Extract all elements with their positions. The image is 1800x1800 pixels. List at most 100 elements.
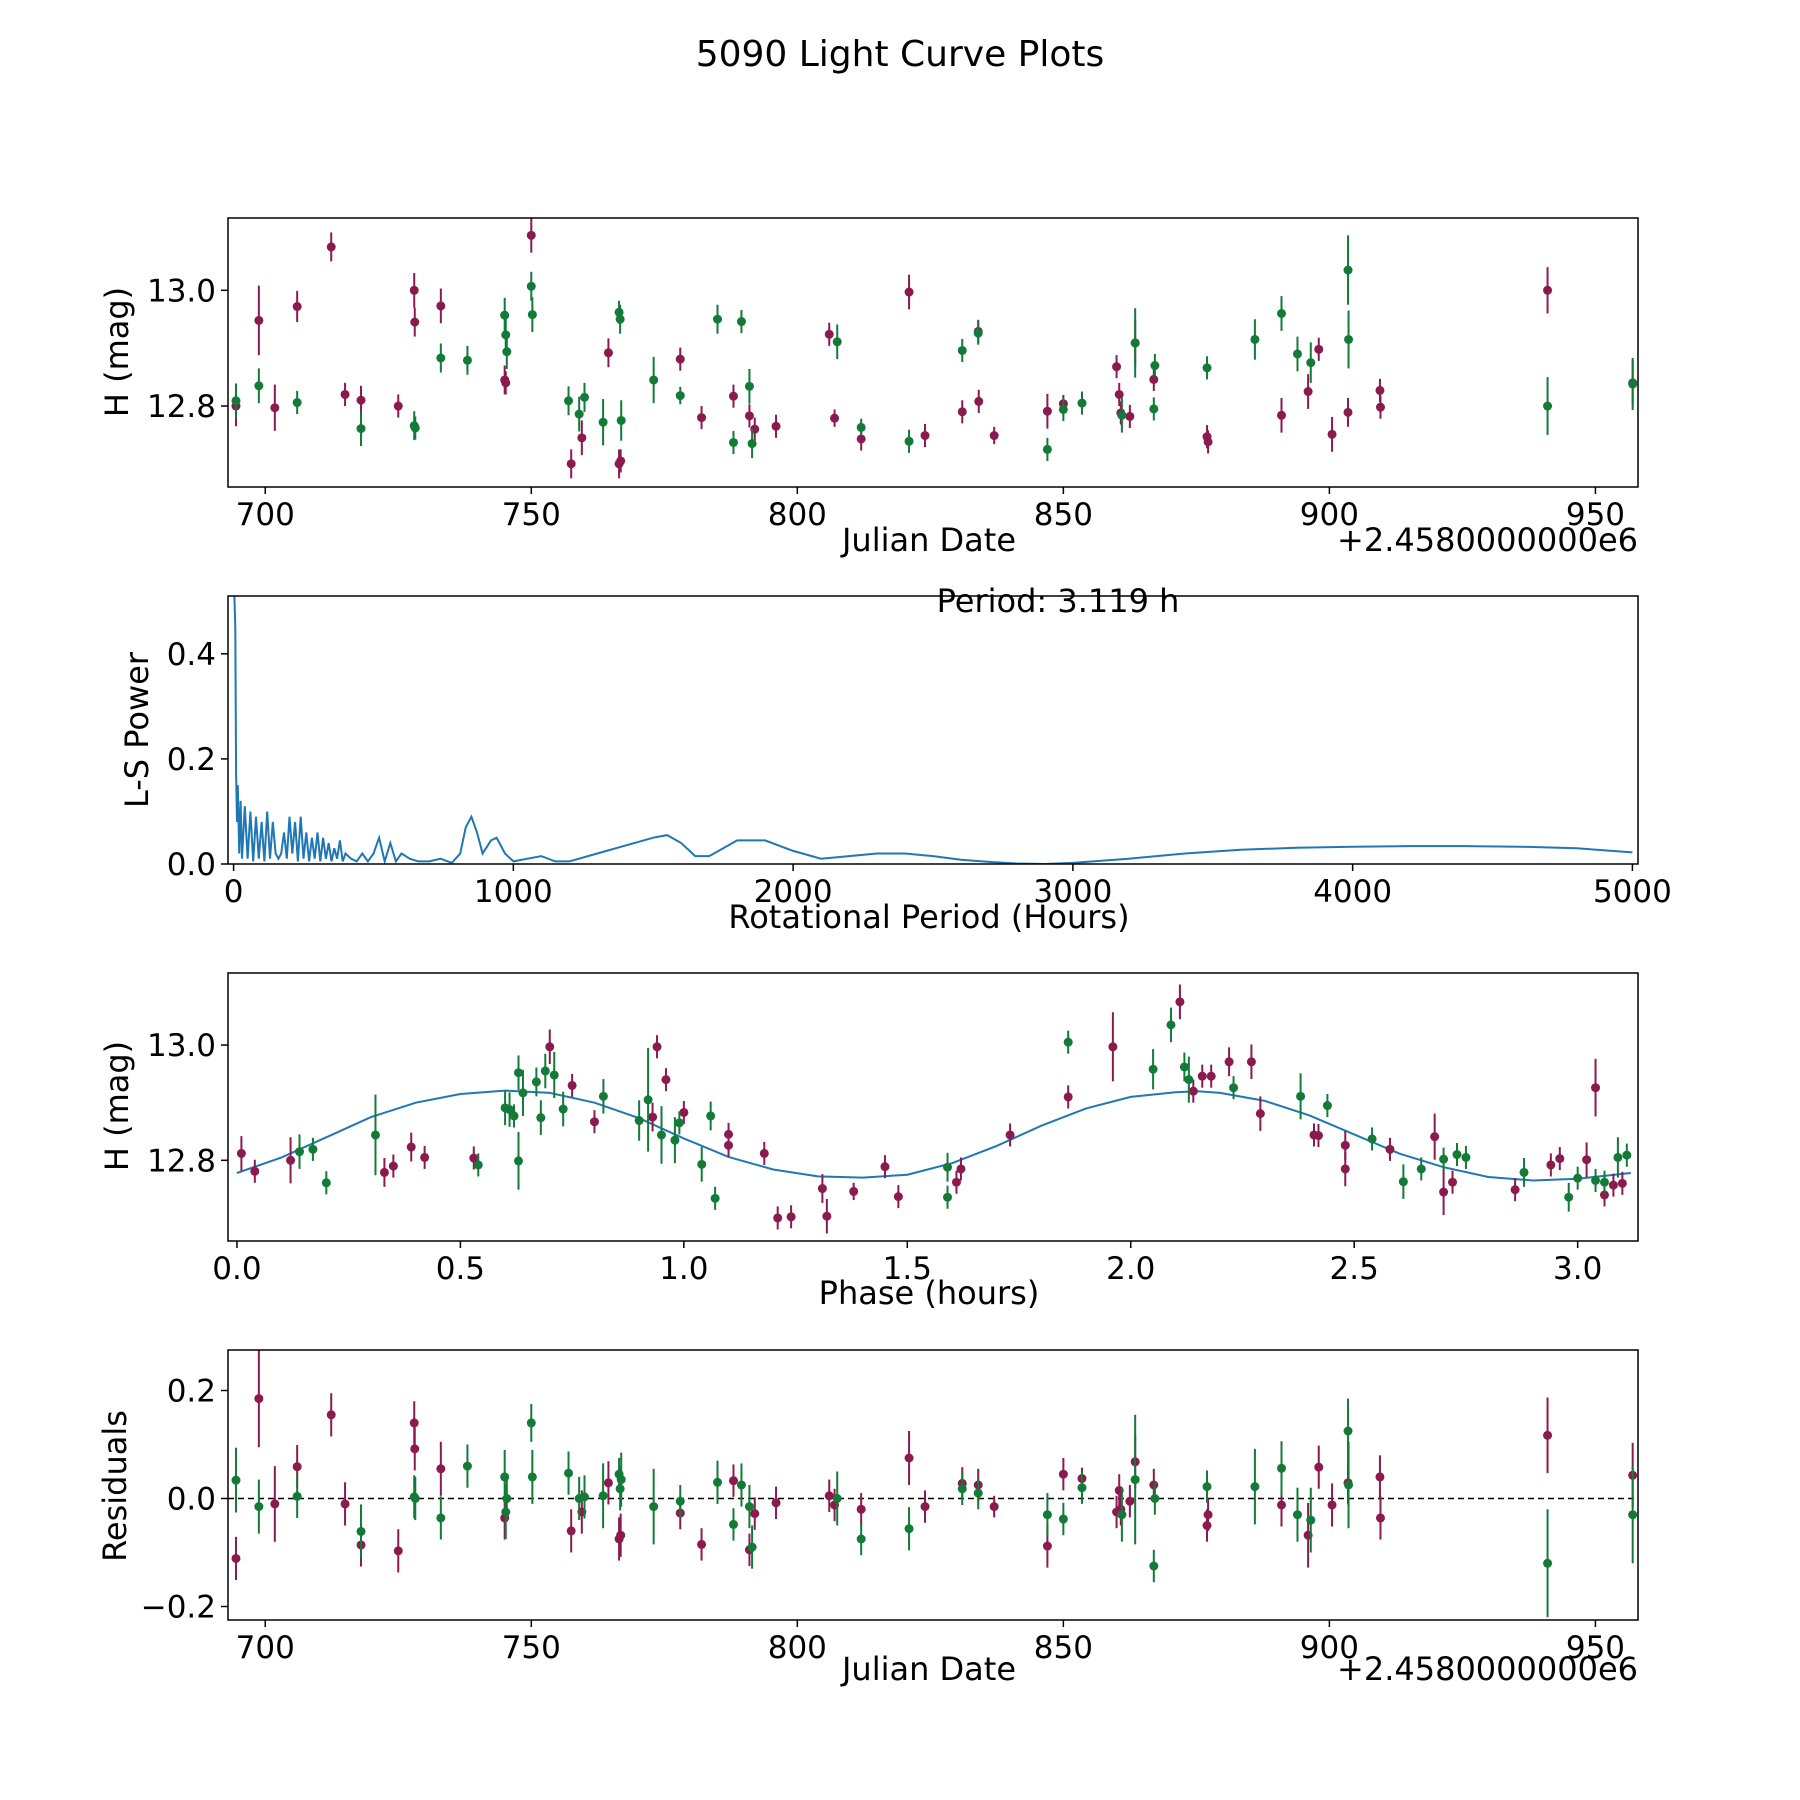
data-point (1343, 1426, 1353, 1436)
plot-area (228, 1350, 1638, 1618)
x-tick-label: 750 (502, 1630, 561, 1666)
data-point (502, 347, 512, 357)
x-tick-label: 1000 (474, 874, 553, 910)
data-point (786, 1212, 796, 1222)
plot-frame (227, 595, 1639, 865)
data-point (567, 1080, 577, 1090)
plot-area (233, 596, 1633, 864)
data-point (649, 375, 659, 385)
fit-curve (236, 1089, 1631, 1182)
data-point (1519, 1167, 1529, 1177)
x-tick-label: 1.5 (883, 1251, 932, 1287)
data-point (747, 1542, 757, 1552)
data-point (356, 395, 366, 405)
data-point (1149, 404, 1159, 414)
data-point (957, 407, 967, 417)
data-point (518, 1088, 528, 1098)
data-point (744, 411, 754, 421)
data-point (1117, 410, 1127, 420)
data-point (1150, 1494, 1160, 1503)
data-point (340, 1499, 350, 1509)
data-point (1344, 1480, 1354, 1490)
data-point (706, 1111, 716, 1121)
data-point (974, 396, 984, 406)
data-point (526, 1418, 536, 1428)
y-tick-label: 0.4 (167, 637, 216, 673)
data-point (1543, 285, 1553, 295)
x-tick-label: 950 (1566, 497, 1625, 533)
x-axis-label: Julian Date (840, 1650, 1016, 1688)
data-point (579, 392, 589, 402)
data-point (598, 1491, 608, 1501)
x-tick-label: 850 (1034, 497, 1093, 533)
data-point (880, 1162, 890, 1172)
data-point (710, 1193, 720, 1203)
data-point (577, 433, 587, 443)
data-point (713, 314, 723, 324)
x-axis-label: Julian Date (840, 521, 1016, 559)
data-point (1322, 1101, 1332, 1111)
plot-frame (227, 1349, 1639, 1621)
x-tick-label: 3000 (1033, 874, 1112, 910)
data-point (1250, 334, 1260, 344)
data-point (1042, 444, 1052, 454)
data-point (1292, 1510, 1302, 1520)
data-point (697, 1159, 707, 1169)
data-point (356, 424, 366, 434)
data-point (1343, 265, 1353, 275)
data-point (462, 355, 472, 365)
figure-title: 5090 Light Curve Plots (696, 34, 1105, 75)
data-point (773, 1213, 783, 1223)
y-tick-label: 0.0 (167, 1482, 216, 1518)
data-point (292, 302, 302, 312)
data-point (574, 409, 584, 419)
data-point (1125, 411, 1135, 421)
data-point (1042, 406, 1052, 416)
data-point (1175, 997, 1185, 1007)
data-point (1149, 1561, 1159, 1571)
data-point (1063, 1092, 1073, 1102)
data-point (527, 310, 537, 320)
data-point (566, 1526, 576, 1536)
data-point (1108, 1042, 1118, 1052)
data-point (436, 1513, 446, 1523)
data-point (1543, 1430, 1553, 1440)
data-point (728, 391, 738, 401)
data-point (500, 310, 510, 320)
data-point (500, 1472, 510, 1482)
x-tick-label: 3.0 (1553, 1251, 1602, 1287)
y-axis-label: Residuals (96, 1410, 134, 1562)
data-point (1340, 1164, 1350, 1174)
data-point (410, 423, 420, 433)
data-point (649, 1502, 659, 1512)
data-point (527, 1472, 537, 1482)
data-point (1314, 344, 1324, 354)
x-tick-label: 0.5 (436, 1251, 485, 1287)
data-point (771, 1498, 781, 1508)
panel-residuals: Julian Date +2.4580000000e6 Residuals 70… (96, 1349, 1639, 1688)
data-point (469, 1153, 479, 1163)
period-annotation: Period: 3.119 h (937, 582, 1180, 620)
data-point (713, 1477, 723, 1487)
data-point (1042, 1541, 1052, 1551)
y-axis-label: H (mag) (98, 1041, 136, 1171)
data-point (724, 1129, 734, 1139)
data-point (1206, 1071, 1216, 1081)
data-point (920, 431, 930, 441)
data-point (1149, 1480, 1159, 1490)
x-axis-label: Rotational Period (Hours) (728, 898, 1129, 936)
data-point (614, 307, 624, 317)
data-point (1343, 407, 1353, 417)
data-point (989, 1502, 999, 1512)
data-point (1277, 410, 1287, 420)
data-point (675, 391, 685, 401)
data-point (1277, 1500, 1287, 1510)
data-point (254, 1502, 264, 1512)
x-axis-offset-label: +2.4580000000e6 (1337, 521, 1638, 559)
data-point (1375, 1513, 1385, 1523)
x-tick-label: 900 (1300, 497, 1359, 533)
data-point (616, 456, 626, 466)
data-point (436, 1464, 446, 1474)
data-point (904, 436, 914, 446)
